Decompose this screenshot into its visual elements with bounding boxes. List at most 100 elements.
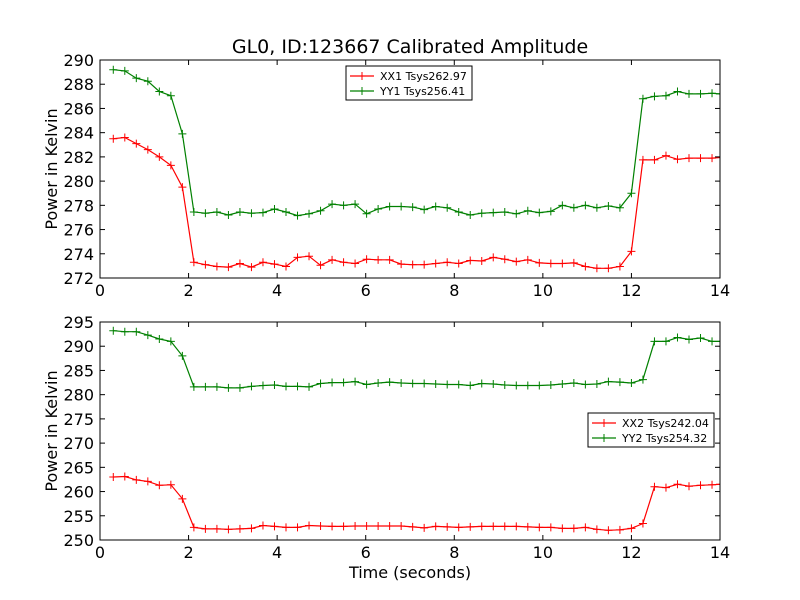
data-point <box>638 375 647 384</box>
y-tick-label: 278 <box>63 196 94 215</box>
data-point <box>477 522 486 531</box>
data-point <box>109 473 118 482</box>
data-point <box>604 264 613 273</box>
data-point <box>132 327 141 336</box>
data-point <box>224 383 233 392</box>
y-tick-label: 272 <box>63 269 94 288</box>
data-point <box>166 161 175 170</box>
data-point <box>558 201 567 210</box>
data-point <box>339 201 348 210</box>
bottom-subplot: 0 2 4 6 8 10 12 14 250 255 260 265 270 275 280 285 290 29… <box>42 313 730 562</box>
data-point <box>120 472 129 481</box>
data-point <box>224 211 233 220</box>
data-point <box>523 522 532 531</box>
data-point <box>247 263 256 272</box>
data-point <box>362 521 371 530</box>
data-point <box>224 263 233 272</box>
data-point <box>339 258 348 267</box>
x-tick-label: 0 <box>95 543 105 562</box>
data-point <box>235 524 244 533</box>
x-tick-label: 14 <box>710 543 730 562</box>
legend-entry: XX2 Tsys242.04 <box>592 417 709 430</box>
data-point <box>650 337 659 346</box>
data-point <box>615 525 624 534</box>
data-point <box>316 261 325 270</box>
data-point <box>282 382 290 391</box>
data-point <box>696 333 705 342</box>
y-tick-label: 255 <box>63 507 94 526</box>
data-point <box>708 154 717 163</box>
data-point <box>305 521 314 530</box>
data-point <box>109 326 118 335</box>
data-point <box>443 258 452 267</box>
data-point <box>650 482 659 491</box>
top-subplot: 0 2 4 6 8 10 12 14 272 274 276 278 280 282 284 286 288 29… <box>42 51 730 300</box>
y-axis-label: Power in Kelvin <box>42 370 61 491</box>
data-point <box>685 89 693 98</box>
data-point <box>673 87 682 96</box>
data-point <box>466 381 475 390</box>
y-axis-label: Power in Kelvin <box>42 108 61 229</box>
series-1 <box>109 133 720 273</box>
plot-area <box>109 326 720 535</box>
data-point <box>374 379 383 388</box>
data-point <box>189 382 198 391</box>
y-tick-label: 280 <box>63 172 94 191</box>
data-point <box>189 207 198 216</box>
data-point <box>305 209 314 218</box>
data-point <box>673 155 682 164</box>
data-point <box>374 204 383 213</box>
data-point <box>604 526 613 535</box>
data-point <box>523 206 532 215</box>
data-point <box>155 334 164 343</box>
data-point <box>201 524 210 533</box>
legend-marker <box>358 87 366 95</box>
y-tick-label: 250 <box>63 531 94 550</box>
x-tick-label: 2 <box>183 281 193 300</box>
data-point <box>166 91 175 100</box>
data-point <box>270 260 279 269</box>
data-point <box>523 381 532 390</box>
data-point <box>716 153 720 162</box>
data-point <box>466 522 475 531</box>
legend-label: XX2 Tsys242.04 <box>622 417 709 430</box>
x-tick-label: 6 <box>361 281 371 300</box>
data-point <box>558 380 567 389</box>
data-point <box>132 74 141 83</box>
data-point <box>685 335 693 344</box>
data-point <box>270 380 279 389</box>
data-point <box>247 382 256 391</box>
data-point <box>466 256 475 265</box>
data-point <box>454 207 463 216</box>
data-point <box>569 379 578 388</box>
data-point <box>627 524 636 533</box>
data-point <box>120 327 129 336</box>
data-point <box>477 257 486 266</box>
data-point <box>293 211 302 220</box>
data-point <box>397 379 406 388</box>
y-tick-label: 282 <box>63 148 94 167</box>
data-point <box>212 382 221 391</box>
legend-marker <box>600 434 608 442</box>
data-point <box>716 480 720 489</box>
data-point <box>212 524 221 533</box>
y-tick-label: 290 <box>63 337 94 356</box>
data-point <box>374 521 383 530</box>
legend-entry: YY2 Tsys254.32 <box>592 432 707 445</box>
data-point <box>282 207 290 216</box>
data-point <box>282 262 290 271</box>
y-tick-label: 285 <box>63 361 94 380</box>
data-point <box>500 207 509 216</box>
x-tick-label: 4 <box>272 281 282 300</box>
legend-box <box>345 65 473 101</box>
data-point <box>500 255 509 264</box>
x-axis-label: Time (seconds) <box>348 563 471 582</box>
data-point <box>351 521 360 530</box>
data-point <box>581 262 590 271</box>
data-point <box>305 382 314 391</box>
data-point <box>155 481 164 490</box>
data-point <box>328 378 337 387</box>
data-point <box>443 380 452 389</box>
data-point <box>696 154 705 163</box>
